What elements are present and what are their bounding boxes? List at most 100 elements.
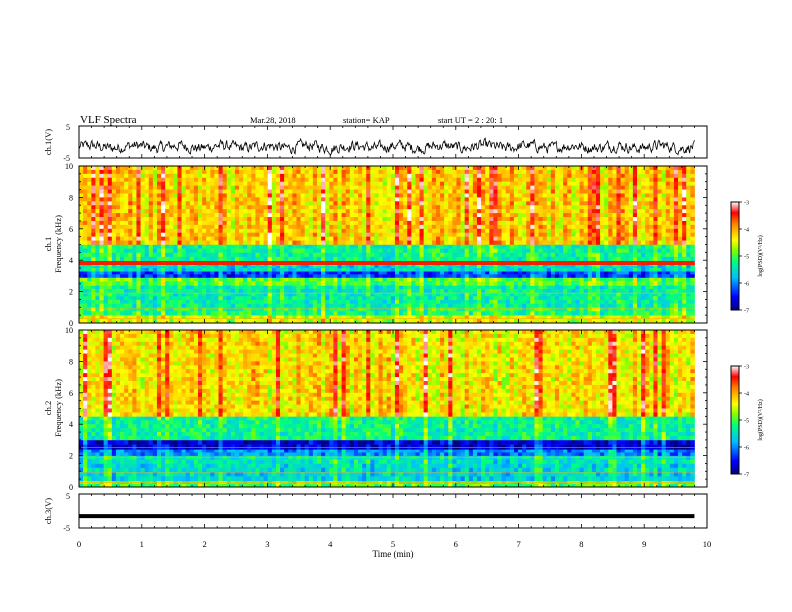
spectrogram-cell: [197, 173, 203, 179]
spectrogram-cell: [485, 166, 490, 171]
spectrogram-cell: [263, 201, 269, 206]
spectrogram-cell: [657, 185, 663, 190]
spectrogram-cell: [608, 244, 613, 249]
spectrogram-cell: [423, 256, 429, 262]
spectrogram-cell: [152, 173, 158, 179]
spectrogram-cell: [366, 299, 371, 304]
spectrogram-cell: [645, 299, 650, 304]
spectrogram-cell: [148, 205, 154, 210]
spectrogram-cell: [583, 285, 589, 290]
spectrogram-cell: [608, 264, 613, 269]
spectrogram-cell: [169, 315, 174, 320]
spectrogram-cell: [370, 244, 375, 249]
spectrogram-cell: [624, 288, 630, 293]
spectrogram-cell: [591, 307, 597, 312]
spectrogram-cell: [345, 268, 351, 272]
spectrogram-cell: [275, 185, 281, 190]
spectrogram-cell: [669, 277, 675, 282]
spectrogram-cell: [682, 205, 687, 210]
spectrogram-cell: [468, 169, 474, 175]
spectrogram-cell: [193, 303, 199, 308]
spectrogram-cell: [661, 193, 667, 198]
spectrogram-cell: [497, 311, 502, 316]
spectrogram-cell: [678, 311, 683, 316]
spectrogram-cell: [665, 285, 671, 290]
spectrogram-cell: [431, 285, 437, 290]
spectrogram-cell: [132, 303, 137, 308]
spectrogram-cell: [559, 307, 564, 312]
spectrogram-cell: [452, 197, 457, 202]
spectrogram-cell: [107, 299, 113, 304]
spectrogram-cell: [284, 292, 289, 297]
spectrogram-cell: [333, 197, 338, 202]
spectrogram-cell: [624, 181, 630, 186]
spectrogram-cell: [222, 268, 228, 272]
spectrogram-cell: [234, 268, 240, 272]
spectrogram-cell: [251, 166, 256, 171]
spectrogram-cell: [571, 296, 576, 301]
spectrogram-cell: [210, 173, 215, 179]
spectrogram-cell: [148, 296, 154, 301]
spectrogram-cell: [641, 177, 646, 182]
spectrogram-cell: [156, 319, 162, 324]
spectrogram-cell: [476, 197, 482, 202]
spectrogram-cell: [423, 311, 429, 316]
spectrogram-cell: [206, 169, 211, 175]
spectrogram-cell: [423, 177, 429, 182]
spectrogram-cell: [214, 311, 219, 316]
spectrogram-cell: [546, 181, 552, 186]
spectrogram-cell: [440, 201, 445, 206]
spectrogram-cell: [690, 181, 695, 186]
spectrogram-cell: [218, 296, 223, 301]
spectrogram-cell: [210, 285, 215, 290]
spectrogram-cell: [210, 268, 215, 272]
spectrogram-cell: [526, 248, 531, 254]
spectrogram-cell: [329, 315, 334, 320]
spectrogram-cell: [690, 201, 695, 206]
spectrogram-cell: [280, 252, 285, 258]
spectrogram-cell: [103, 189, 109, 194]
spectrogram-cell: [485, 311, 490, 316]
spectrogram-cell: [526, 193, 531, 198]
spectrogram-cell: [427, 268, 433, 272]
spectrogram-cell: [456, 248, 461, 254]
spectrogram-cell: [468, 181, 474, 186]
spectrogram-cell: [341, 311, 347, 316]
spectrogram-cell: [604, 285, 609, 290]
spectrogram-cell: [546, 315, 552, 320]
spectrogram-cell: [546, 311, 552, 316]
spectrogram-cell: [637, 177, 642, 182]
spectrogram-cell: [399, 311, 404, 316]
spectrogram-cell: [390, 181, 396, 186]
spectrogram-cell: [587, 193, 593, 198]
spectrogram-cell: [493, 205, 498, 210]
spectrogram-cell: [587, 285, 593, 290]
spectrogram-cell: [95, 277, 100, 282]
spectrogram-cell: [132, 307, 137, 312]
spectrogram-cell: [645, 177, 650, 182]
spectrogram-cell: [161, 177, 166, 182]
spectrogram-cell: [513, 169, 519, 175]
spectrogram-cell: [616, 185, 621, 190]
spectrogram-cell: [501, 268, 507, 272]
spectrogram-cell: [210, 197, 215, 202]
spectrogram-cell: [390, 307, 396, 312]
spectrogram-cell: [542, 288, 548, 293]
spectrogram-cell: [124, 277, 129, 282]
spectrogram-cell: [678, 264, 683, 269]
spectrogram-cell: [362, 197, 367, 202]
spectrogram-cell: [189, 197, 195, 202]
spectrogram-cell: [571, 197, 576, 202]
spectrogram-cell: [288, 209, 293, 214]
spectrogram-cell: [575, 268, 580, 272]
spectrogram-cell: [649, 315, 654, 320]
spectrogram-cell: [620, 189, 626, 194]
spectrogram-cell: [120, 285, 125, 290]
spectrogram-cell: [464, 201, 470, 206]
spectrogram-cell: [304, 285, 310, 290]
spectrogram-cell: [218, 169, 223, 175]
spectrogram-cell: [661, 315, 667, 320]
spectrogram-cell: [185, 271, 191, 275]
spectrogram-cell: [423, 288, 429, 293]
spectrogram-cell: [230, 205, 236, 210]
